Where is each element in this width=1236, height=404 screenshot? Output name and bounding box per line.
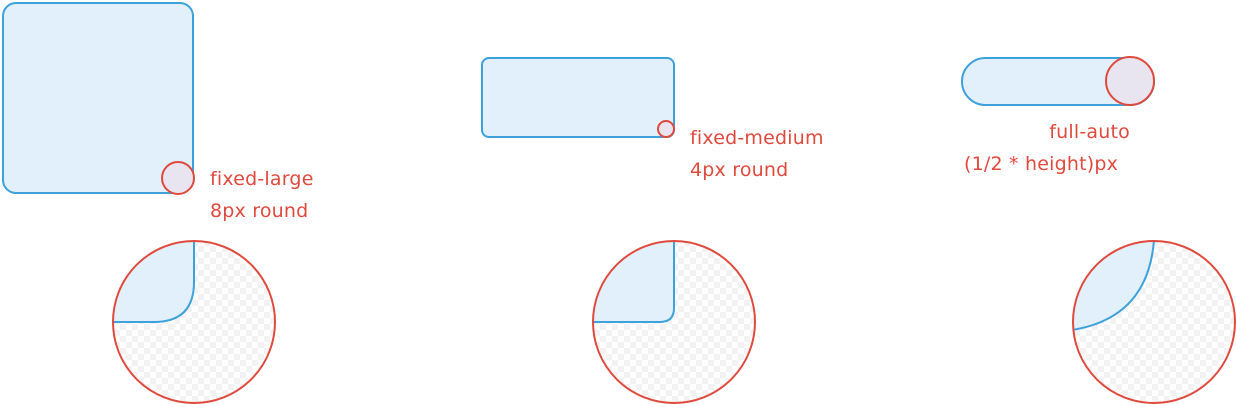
full-auto-corner-marker — [1105, 56, 1155, 106]
fixed-medium-radius: 4px round — [690, 159, 789, 181]
full-auto-radius-label: (1/2 * height)px — [964, 148, 1118, 180]
fixed-medium-name: fixed-medium — [690, 127, 824, 149]
full-auto-zoom-circle — [1072, 240, 1236, 404]
fixed-large-name: fixed-large — [210, 168, 314, 190]
fixed-large-label: fixed-large 8px round — [210, 163, 314, 227]
fixed-large-corner-marker — [161, 161, 195, 195]
fixed-large-shape — [2, 2, 194, 194]
full-auto-radius: (1/2 * height)px — [964, 153, 1119, 175]
fixed-medium-zoom-circle — [592, 240, 756, 404]
fixed-medium-label: fixed-medium 4px round — [690, 122, 824, 186]
fixed-medium-corner-marker — [657, 120, 675, 138]
fixed-large-zoom-circle — [112, 240, 276, 404]
fixed-large-zoom-edge — [113, 241, 195, 323]
fixed-medium-shape — [481, 57, 675, 138]
fixed-medium-zoom-edge — [593, 241, 675, 323]
full-auto-label: full-auto — [940, 116, 1130, 148]
full-auto-zoom-edge — [1073, 241, 1155, 331]
fixed-large-radius: 8px round — [210, 200, 309, 222]
full-auto-name: full-auto — [1049, 121, 1130, 143]
